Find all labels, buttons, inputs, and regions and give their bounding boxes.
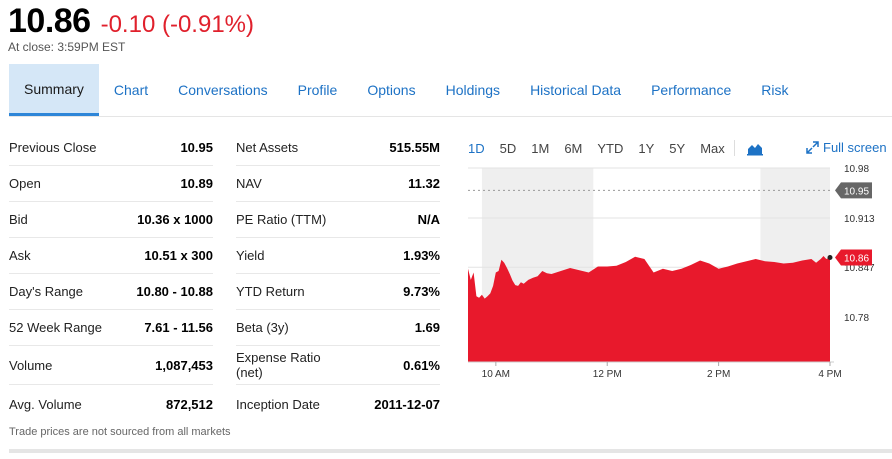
stat-row-pe-ratio: PE Ratio (TTM) N/A <box>236 202 440 238</box>
previous-close-tag-label: 10.95 <box>844 186 869 197</box>
full-screen-label: Full screen <box>823 140 887 155</box>
tab-profile[interactable]: Profile <box>297 82 338 98</box>
summary-table-right: Net Assets 515.55M NAV 11.32 PE Ratio (TTM… <box>236 130 440 424</box>
stat-row-inception-date: Inception Date 2011-12-07 <box>236 385 440 424</box>
tab-holdings[interactable]: Holdings <box>445 82 501 98</box>
range-1m[interactable]: 1M <box>531 140 550 156</box>
stat-value: 2011-12-07 <box>374 397 440 412</box>
range-1y[interactable]: 1Y <box>638 140 655 156</box>
stat-value: 9.73% <box>403 284 440 299</box>
stat-label: Expense Ratio (net) <box>236 350 321 380</box>
quote-tabs: Summary Chart Conversations Profile Opti… <box>9 64 892 117</box>
stat-label: Avg. Volume <box>9 397 82 412</box>
stat-value: 10.95 <box>180 140 213 155</box>
quote-header: 10.86 -0.10 (-0.91%) <box>8 2 254 42</box>
stat-row-previous-close: Previous Close 10.95 <box>9 130 213 166</box>
last-price: 10.86 <box>8 2 91 40</box>
stat-label: Volume <box>9 357 53 373</box>
stat-label: Ask <box>9 248 31 263</box>
y-tick-label-2: 10.847 <box>844 263 875 274</box>
range-6m[interactable]: 6M <box>564 140 583 156</box>
range-ytd[interactable]: YTD <box>597 140 624 156</box>
tab-chart[interactable]: Chart <box>113 82 149 98</box>
stat-label: PE Ratio (TTM) <box>236 212 327 227</box>
full-screen-button[interactable]: Full screen <box>806 140 887 155</box>
tab-risk[interactable]: Risk <box>761 82 789 98</box>
stat-row-avg-volume: Avg. Volume 872,512 <box>9 385 213 424</box>
intraday-price-chart[interactable]: 10.98 10.913 10.847 10.78 10.95 10.86 10 AM 12 … <box>468 165 892 385</box>
price-change: -0.10 (-0.91%) <box>100 11 254 38</box>
y-tick-label-3: 10.78 <box>844 313 869 324</box>
stat-value: 1.93% <box>403 248 440 263</box>
tab-summary[interactable]: Summary <box>9 64 99 116</box>
stat-row-ytd-return: YTD Return 9.73% <box>236 274 440 310</box>
tab-conversations[interactable]: Conversations <box>178 82 268 98</box>
stat-label: NAV <box>236 176 262 191</box>
tab-options[interactable]: Options <box>367 82 416 98</box>
stat-value: 11.32 <box>408 176 440 191</box>
stat-value: N/A <box>417 212 440 227</box>
x-tick-label-1: 12 PM <box>593 369 622 380</box>
last-price-tag-label: 10.86 <box>844 254 869 265</box>
last-price-tag <box>835 249 872 266</box>
section-divider <box>9 449 892 453</box>
market-close-time: At close: 3:59PM EST <box>8 40 126 54</box>
stat-row-volume: Volume 1,087,453 <box>9 346 213 385</box>
last-price-dot <box>827 255 833 261</box>
stat-row-52-week-range: 52 Week Range 7.61 - 11.56 <box>9 310 213 346</box>
y-tick-label-1: 10.913 <box>844 214 875 225</box>
stat-value: 1,087,453 <box>155 357 213 373</box>
range-max[interactable]: Max <box>700 140 725 156</box>
stat-row-beta: Beta (3y) 1.69 <box>236 310 440 346</box>
stat-label: Open <box>9 176 41 191</box>
stat-value: 872,512 <box>166 397 213 412</box>
stat-row-yield: Yield 1.93% <box>236 238 440 274</box>
trade-price-disclaimer: Trade prices are not sourced from all ma… <box>9 426 231 438</box>
stat-label: Net Assets <box>236 140 299 155</box>
tab-performance[interactable]: Performance <box>651 82 732 98</box>
x-tick-label-3: 4 PM <box>818 369 841 380</box>
stat-row-days-range: Day's Range 10.80 - 10.88 <box>9 274 213 310</box>
tab-historical-data[interactable]: Historical Data <box>530 82 622 98</box>
range-1d[interactable]: 1D <box>468 140 485 156</box>
stat-row-bid: Bid 10.36 x 1000 <box>9 202 213 238</box>
stat-label: 52 Week Range <box>9 320 102 335</box>
stat-label: YTD Return <box>236 284 305 299</box>
y-tick-label-0: 10.98 <box>844 165 869 175</box>
stat-value: 515.55M <box>389 140 440 155</box>
stat-row-ask: Ask 10.51 x 300 <box>9 238 213 274</box>
stat-row-open: Open 10.89 <box>9 166 213 202</box>
stat-label: Beta (3y) <box>236 320 289 335</box>
previous-close-tag <box>835 182 872 199</box>
range-divider <box>733 140 735 156</box>
expand-arrows-icon <box>806 141 819 154</box>
stat-value: 10.89 <box>180 176 213 191</box>
stat-value: 10.36 x 1000 <box>137 212 213 227</box>
chart-range-selector: 1D 5D 1M 6M YTD 1Y 5Y Max <box>468 140 763 156</box>
stat-row-expense-ratio: Expense Ratio (net) 0.61% <box>236 346 440 385</box>
stat-label: Day's Range <box>9 284 84 299</box>
stat-label: Yield <box>236 248 265 263</box>
stat-value: 0.61% <box>403 357 440 373</box>
range-5d[interactable]: 5D <box>499 140 517 156</box>
stat-value: 10.80 - 10.88 <box>136 284 213 299</box>
summary-table-left: Previous Close 10.95 Open 10.89 Bid 10.36 x… <box>9 130 213 424</box>
stat-value: 1.69 <box>414 320 440 335</box>
stat-label: Inception Date <box>236 397 320 412</box>
price-area <box>468 256 830 362</box>
stat-row-nav: NAV 11.32 <box>236 166 440 202</box>
stat-value: 10.51 x 300 <box>144 248 213 263</box>
stat-value: 7.61 - 11.56 <box>144 320 213 335</box>
stat-label: Bid <box>9 212 28 227</box>
range-5y[interactable]: 5Y <box>669 140 686 156</box>
stat-row-net-assets: Net Assets 515.55M <box>236 130 440 166</box>
x-tick-label-0: 10 AM <box>482 369 510 380</box>
x-tick-label-2: 2 PM <box>707 369 730 380</box>
area-chart-icon[interactable] <box>746 140 763 156</box>
stat-label: Previous Close <box>9 140 97 155</box>
